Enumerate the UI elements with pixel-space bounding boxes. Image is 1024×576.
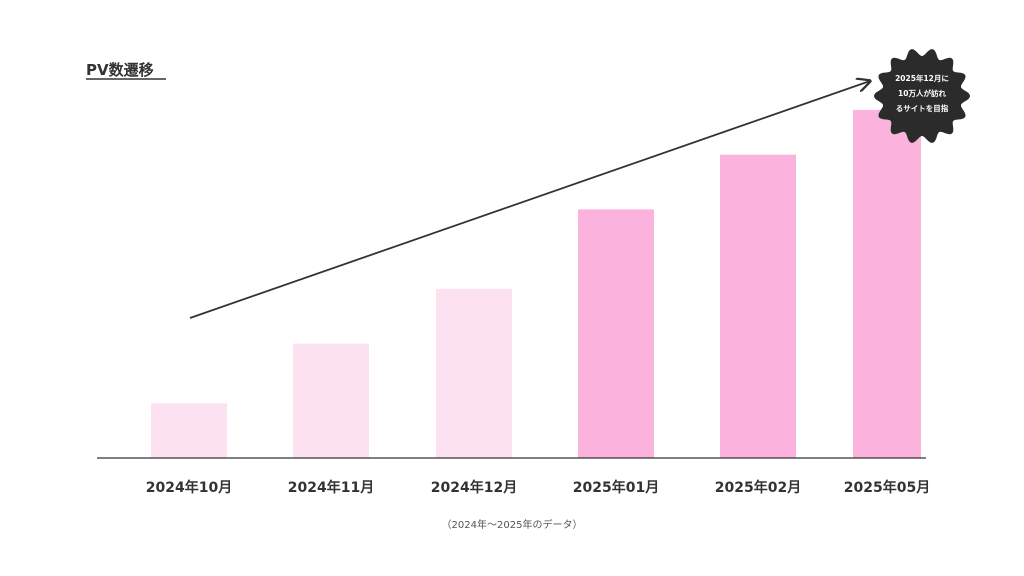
- bar-4: [578, 209, 654, 458]
- x-tick-label-4: 2025年01月: [573, 479, 659, 496]
- goal-badge: 2025年12月に 10万人が訪れ るサイトを目指: [874, 49, 970, 143]
- bar-2: [293, 343, 369, 458]
- x-tick-label-6: 2025年05月: [844, 479, 930, 496]
- x-tick-label-1: 2024年10月: [146, 479, 232, 496]
- bar-1: [151, 403, 227, 458]
- badge-line-3: るサイトを目指: [896, 103, 949, 113]
- badge-scalloped-circle: [874, 49, 970, 143]
- x-tick-label-5: 2025年02月: [715, 479, 801, 496]
- x-tick-labels: 2024年10月 2024年11月 2024年12月 2025年01月 2025年02月…: [146, 479, 930, 496]
- chart-caption: （2024年〜2025年のデータ）: [442, 518, 583, 531]
- trend-arrow: [189, 81, 870, 319]
- bars-layer: [151, 109, 921, 458]
- badge-line-1: 2025年12月に: [895, 73, 949, 83]
- bar-6: [853, 109, 921, 458]
- x-tick-label-3: 2024年12月: [431, 479, 517, 496]
- bar-3: [436, 288, 512, 458]
- badge-line-2: 10万人が訪れ: [898, 88, 946, 98]
- chart-title: PV数遷移: [86, 61, 154, 79]
- x-tick-label-2: 2024年11月: [288, 479, 374, 496]
- bar-5: [720, 154, 796, 458]
